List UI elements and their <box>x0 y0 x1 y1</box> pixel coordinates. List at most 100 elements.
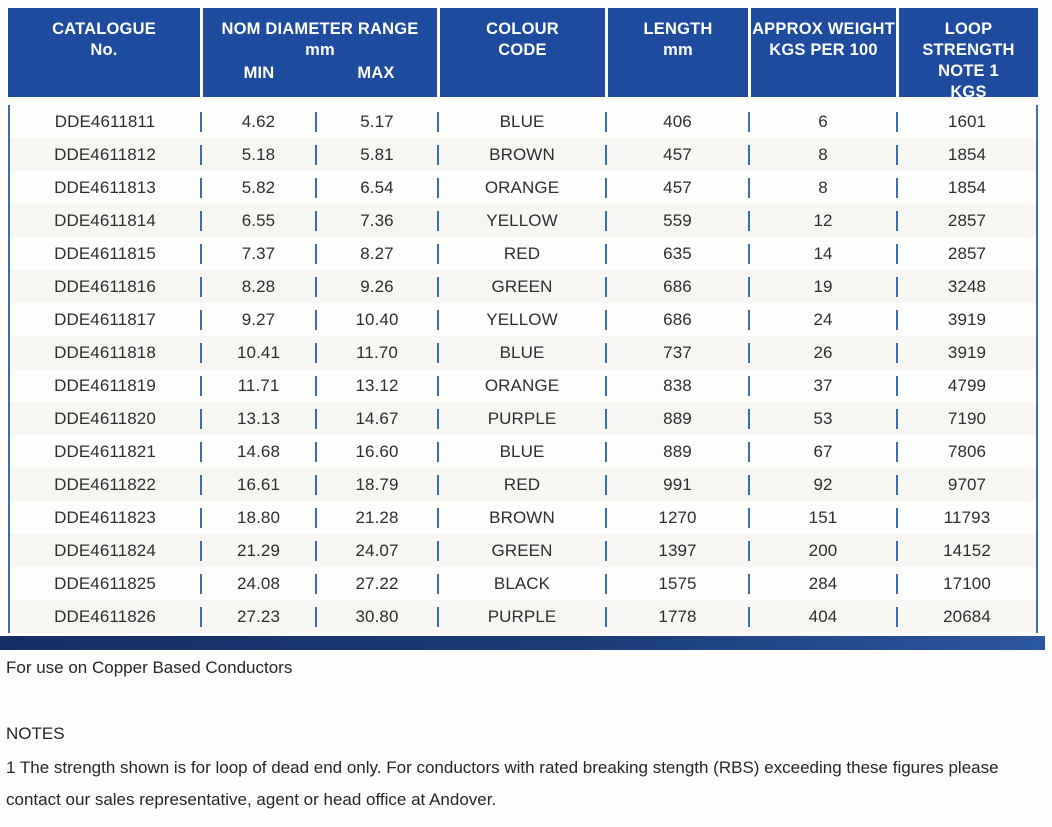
cell-loop-strength: 14152 <box>896 540 1036 561</box>
usage-note: For use on Copper Based Conductors <box>6 658 293 677</box>
cell-catalogue-no: DDE4611820 <box>54 408 156 428</box>
header-loop-line3: KGS <box>950 83 987 101</box>
cell-length-mm: 457 <box>605 177 748 198</box>
header-length-unit: mm <box>663 41 693 59</box>
cell-catalogue-no: DDE4611818 <box>54 342 156 362</box>
cell-length-mm: 1778 <box>605 606 748 627</box>
cell-diameter-min: 10.41 <box>200 342 315 363</box>
table-body: DDE4611811 4.62 5.17 BLUE 406 6 1601 DDE… <box>8 105 1038 633</box>
cell-colour-code: RED <box>437 243 605 264</box>
cell-diameter-min: 5.82 <box>200 177 315 198</box>
cell-approx-weight: 12 <box>748 210 896 231</box>
cell-diameter-min: 14.68 <box>200 441 315 462</box>
cell-diameter-min: 7.37 <box>200 243 315 264</box>
table-row: DDE4611814 6.55 7.36 YELLOW 559 12 2857 <box>10 204 1036 237</box>
header-min: MIN <box>243 64 275 82</box>
cell-loop-strength: 17100 <box>896 573 1036 594</box>
cell-catalogue-no: DDE4611817 <box>54 309 156 329</box>
cell-loop-strength: 3919 <box>896 342 1036 363</box>
header-catalogue-line2: No. <box>90 41 118 59</box>
product-table: CATALOGUE No. NOM DIAMETER RANGE mm MIN … <box>0 8 1045 650</box>
table-row: DDE4611826 27.23 30.80 PURPLE 1778 404 2… <box>10 600 1036 633</box>
cell-diameter-max: 21.28 <box>315 507 437 528</box>
cell-approx-weight: 37 <box>748 375 896 396</box>
table-row: DDE4611824 21.29 24.07 GREEN 1397 200 14… <box>10 534 1036 567</box>
cell-diameter-min: 21.29 <box>200 540 315 561</box>
cell-approx-weight: 8 <box>748 177 896 198</box>
cell-length-mm: 457 <box>605 144 748 165</box>
table-row: DDE4611820 13.13 14.67 PURPLE 889 53 719… <box>10 402 1036 435</box>
cell-catalogue-no: DDE4611816 <box>54 276 156 296</box>
cell-diameter-max: 24.07 <box>315 540 437 561</box>
cell-loop-strength: 7806 <box>896 441 1036 462</box>
table-row: DDE4611818 10.41 11.70 BLUE 737 26 3919 <box>10 336 1036 369</box>
header-loop-strength: LOOP STRENGTH NOTE 1 KGS <box>896 8 1038 101</box>
cell-length-mm: 406 <box>605 111 748 132</box>
cell-loop-strength: 3248 <box>896 276 1036 297</box>
cell-loop-strength: 2857 <box>896 243 1036 264</box>
cell-diameter-max: 16.60 <box>315 441 437 462</box>
header-colour-line1: COLOUR <box>486 20 559 38</box>
cell-approx-weight: 26 <box>748 342 896 363</box>
cell-loop-strength: 11793 <box>896 507 1036 528</box>
cell-length-mm: 889 <box>605 441 748 462</box>
cell-approx-weight: 53 <box>748 408 896 429</box>
cell-diameter-max: 10.40 <box>315 309 437 330</box>
cell-loop-strength: 4799 <box>896 375 1036 396</box>
cell-colour-code: PURPLE <box>437 408 605 429</box>
cell-diameter-min: 13.13 <box>200 408 315 429</box>
cell-length-mm: 991 <box>605 474 748 495</box>
cell-colour-code: BLUE <box>437 342 605 363</box>
table-row: DDE4611813 5.82 6.54 ORANGE 457 8 1854 <box>10 171 1036 204</box>
cell-catalogue-no: DDE4611819 <box>54 375 156 395</box>
cell-colour-code: BLUE <box>437 111 605 132</box>
header-weight-line1: APPROX WEIGHT <box>752 20 895 38</box>
cell-length-mm: 838 <box>605 375 748 396</box>
header-diameter-range: NOM DIAMETER RANGE mm MIN MAX <box>200 8 437 97</box>
cell-approx-weight: 8 <box>748 144 896 165</box>
cell-catalogue-no: DDE4611823 <box>54 507 156 527</box>
cell-diameter-max: 14.67 <box>315 408 437 429</box>
cell-diameter-min: 4.62 <box>200 111 315 132</box>
cell-colour-code: BROWN <box>437 507 605 528</box>
header-loop-line2: NOTE 1 <box>938 62 999 80</box>
cell-catalogue-no: DDE4611815 <box>54 243 156 263</box>
cell-approx-weight: 200 <box>748 540 896 561</box>
cell-catalogue-no: DDE4611821 <box>54 441 156 461</box>
notes-title: NOTES <box>6 724 65 743</box>
cell-catalogue-no: DDE4611822 <box>54 474 156 494</box>
table-header-row: CATALOGUE No. NOM DIAMETER RANGE mm MIN … <box>8 8 1038 101</box>
cell-approx-weight: 6 <box>748 111 896 132</box>
cell-colour-code: YELLOW <box>437 210 605 231</box>
cell-loop-strength: 2857 <box>896 210 1036 231</box>
table-row: DDE4611821 14.68 16.60 BLUE 889 67 7806 <box>10 435 1036 468</box>
note-1-text: 1 The strength shown is for loop of dead… <box>6 758 999 809</box>
cell-diameter-min: 18.80 <box>200 507 315 528</box>
header-catalogue-line1: CATALOGUE <box>52 20 156 38</box>
cell-approx-weight: 151 <box>748 507 896 528</box>
cell-diameter-min: 5.18 <box>200 144 315 165</box>
cell-diameter-max: 30.80 <box>315 606 437 627</box>
header-diameter-unit: mm <box>305 41 335 59</box>
cell-diameter-min: 27.23 <box>200 606 315 627</box>
cell-diameter-max: 7.36 <box>315 210 437 231</box>
cell-catalogue-no: DDE4611826 <box>54 606 156 626</box>
table-row: DDE4611817 9.27 10.40 YELLOW 686 24 3919 <box>10 303 1036 336</box>
cell-loop-strength: 1601 <box>896 111 1036 132</box>
cell-colour-code: RED <box>437 474 605 495</box>
cell-approx-weight: 19 <box>748 276 896 297</box>
cell-length-mm: 1270 <box>605 507 748 528</box>
cell-diameter-min: 11.71 <box>200 375 315 396</box>
cell-approx-weight: 14 <box>748 243 896 264</box>
cell-loop-strength: 1854 <box>896 177 1036 198</box>
cell-colour-code: GREEN <box>437 540 605 561</box>
cell-approx-weight: 24 <box>748 309 896 330</box>
cell-diameter-max: 6.54 <box>315 177 437 198</box>
header-colour-line2: CODE <box>498 41 547 59</box>
cell-catalogue-no: DDE4611825 <box>54 573 156 593</box>
cell-approx-weight: 284 <box>748 573 896 594</box>
cell-catalogue-no: DDE4611811 <box>54 111 156 131</box>
table-row: DDE4611815 7.37 8.27 RED 635 14 2857 <box>10 237 1036 270</box>
cell-diameter-max: 13.12 <box>315 375 437 396</box>
cell-length-mm: 686 <box>605 309 748 330</box>
